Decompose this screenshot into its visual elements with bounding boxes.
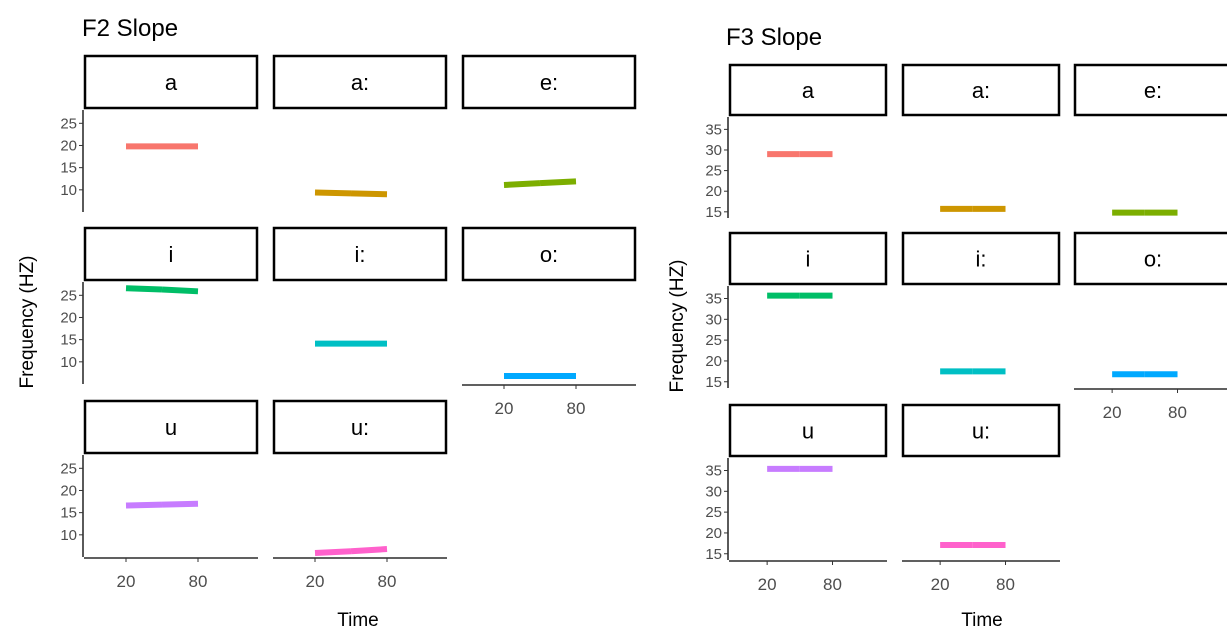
y-tick-label: 10 (60, 354, 77, 371)
y-tick-label: 30 (705, 142, 722, 159)
facet-strip-u (728, 403, 888, 458)
facet-strip-label: u: (351, 415, 369, 440)
y-axis-label: Frequency (HZ) (667, 259, 688, 392)
facet-strip-u-long (901, 403, 1061, 458)
facet-strip-label: u: (972, 419, 990, 444)
series-segment-a-long (314, 189, 352, 197)
facet-strip-label: a: (972, 78, 990, 103)
facet-strip-e-long (461, 54, 637, 110)
y-tick-label: 20 (705, 353, 722, 370)
y-tick-label: 15 (705, 374, 722, 391)
y-tick-label: 15 (705, 204, 722, 221)
y-tick-label: 25 (705, 332, 722, 349)
facet-strip-label: o: (1144, 247, 1162, 272)
x-tick-label: 20 (758, 575, 777, 594)
y-tick-label: 25 (705, 163, 722, 180)
facet-strip-label: i (169, 242, 174, 267)
series-segment-u-long (350, 546, 388, 555)
facet-strip-o-long (1073, 231, 1227, 286)
x-tick-label: 80 (189, 572, 208, 591)
y-tick-label: 15 (60, 505, 77, 522)
facet-strip-label: o: (540, 242, 558, 267)
facet-strip-a (728, 63, 888, 117)
y-tick-label: 10 (60, 527, 77, 544)
series-segment-a-long (350, 190, 388, 198)
chart-title: F3 Slope (726, 24, 822, 51)
y-tick-label: 10 (60, 182, 77, 199)
facet-strip-label: a (165, 70, 178, 95)
y-tick-label: 15 (60, 332, 77, 349)
x-axis-label: Time (337, 610, 379, 630)
series-segment-i (125, 285, 163, 293)
facet-strip-o-long (461, 226, 637, 282)
y-tick-label: 30 (705, 311, 722, 328)
y-tick-label: 25 (705, 504, 722, 521)
facet-strip-i-long (272, 226, 448, 282)
x-tick-label: 80 (823, 575, 842, 594)
facet-strip-label: u (165, 415, 177, 440)
y-tick-label: 30 (705, 483, 722, 500)
facet-strip-label: i (806, 247, 811, 272)
y-tick-label: 25 (60, 115, 77, 132)
facet-strip-label: a: (351, 70, 369, 95)
x-tick-label: 20 (306, 572, 325, 591)
x-tick-label: 80 (378, 572, 397, 591)
series-segment-u-long (314, 548, 352, 557)
y-axis-label: Frequency (HZ) (17, 255, 38, 388)
x-tick-label: 80 (996, 575, 1015, 594)
facet-strip-i-long (901, 231, 1061, 286)
facet-strip-i (83, 226, 259, 282)
y-tick-label: 20 (60, 137, 77, 154)
chart-title: F2 Slope (82, 15, 178, 42)
series-segment-e-long (539, 178, 577, 187)
facet-strip-a-long (901, 63, 1061, 117)
facet-strip-u-long (272, 399, 448, 455)
y-tick-label: 25 (60, 287, 77, 304)
y-tick-label: 35 (705, 462, 722, 479)
facet-strip-label: e: (1144, 78, 1162, 103)
y-tick-label: 20 (60, 309, 77, 326)
y-tick-label: 20 (60, 482, 77, 499)
facet-strip-a-long (272, 54, 448, 110)
x-tick-label: 80 (1168, 403, 1187, 422)
x-axis-label: Time (961, 610, 1003, 630)
y-tick-label: 20 (705, 525, 722, 542)
facet-strip-label: a (802, 78, 815, 103)
x-tick-label: 80 (567, 399, 586, 418)
series-segment-u (125, 501, 163, 509)
facet-strip-u (83, 399, 259, 455)
y-tick-label: 25 (60, 460, 77, 477)
x-tick-label: 20 (117, 572, 136, 591)
y-tick-label: 20 (705, 183, 722, 200)
facet-strip-label: e: (540, 70, 558, 95)
x-tick-label: 20 (495, 399, 514, 418)
facet-strip-e-long (1073, 63, 1227, 117)
series-segment-u (161, 500, 199, 508)
series-segment-e-long (503, 180, 541, 188)
facet-strip-a (83, 54, 259, 110)
y-tick-label: 35 (705, 121, 722, 138)
y-tick-label: 15 (60, 160, 77, 177)
series-segment-i (161, 286, 199, 295)
facet-strip-label: i: (976, 247, 987, 272)
x-tick-label: 20 (1103, 403, 1122, 422)
y-tick-label: 15 (705, 546, 722, 563)
facet-strip-label: i: (355, 242, 366, 267)
y-tick-label: 35 (705, 290, 722, 307)
facet-strip-i (728, 231, 888, 286)
x-tick-label: 20 (931, 575, 950, 594)
facet-strip-label: u (802, 419, 814, 444)
